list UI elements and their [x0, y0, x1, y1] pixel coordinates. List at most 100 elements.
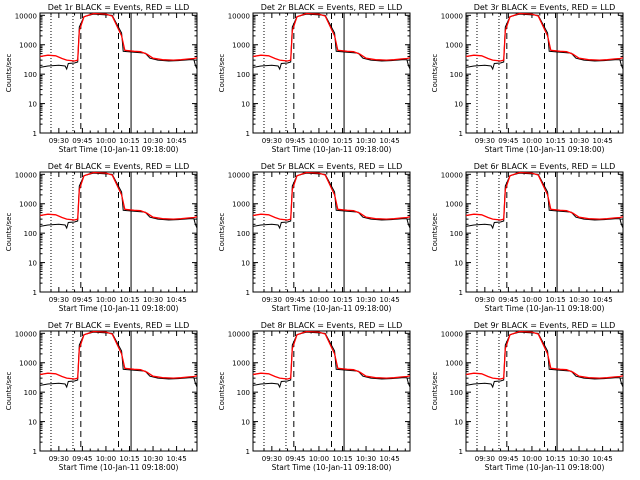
- panel-title: Det 6r BLACK = Events, RED = LLD: [474, 162, 616, 171]
- y-tick-label: 10: [454, 101, 463, 109]
- y-tick-label: 1000: [232, 42, 250, 50]
- y-tick-label: 100: [450, 389, 463, 397]
- y-tick-label: 10: [241, 101, 250, 109]
- y-tick-label: 1000: [19, 360, 37, 368]
- lld-series-line: [465, 12, 624, 62]
- panel-title: Det 8r BLACK = Events, RED = LLD: [261, 321, 403, 330]
- y-tick-label: 10: [28, 101, 37, 109]
- y-tick-label: 10000: [15, 171, 37, 179]
- x-tick-label: 09:30: [262, 296, 282, 304]
- y-tick-label: 100: [24, 230, 37, 238]
- x-axis-label: Start Time (10-Jan-11 09:18:00): [272, 145, 392, 154]
- x-tick-label: 09:30: [262, 137, 282, 145]
- x-axis-label: Start Time (10-Jan-11 09:18:00): [59, 304, 179, 313]
- y-tick-label: 10000: [228, 171, 250, 179]
- events-series-line: [465, 13, 624, 71]
- lld-series-line: [39, 171, 198, 221]
- x-tick-label: 09:30: [475, 455, 495, 463]
- y-axis-label: Counts/sec: [5, 213, 13, 252]
- det-panel-7: 1 10 100 1000 10000 09:30 09:45 10:00 10:15 10:30…: [5, 321, 198, 472]
- y-tick-label: 100: [450, 71, 463, 79]
- x-axis-label: Start Time (10-Jan-11 09:18:00): [272, 304, 392, 313]
- x-tick-label: 09:30: [475, 137, 495, 145]
- y-axis-label: Counts/sec: [431, 372, 439, 411]
- x-tick-label: 09:30: [262, 455, 282, 463]
- x-tick-label: 10:00: [309, 296, 329, 304]
- lld-series-line: [252, 171, 411, 221]
- y-tick-label: 100: [450, 230, 463, 238]
- y-tick-label: 1000: [445, 201, 463, 209]
- x-tick-label: 09:45: [498, 296, 518, 304]
- y-tick-label: 1: [246, 289, 250, 297]
- events-series-line: [252, 13, 411, 71]
- x-tick-label: 10:45: [592, 296, 612, 304]
- y-tick-label: 1000: [19, 42, 37, 50]
- x-tick-label: 10:30: [143, 137, 163, 145]
- y-tick-label: 10: [454, 260, 463, 268]
- x-tick-label: 10:30: [356, 137, 376, 145]
- x-tick-label: 10:00: [96, 137, 116, 145]
- events-series-line: [465, 331, 624, 389]
- y-tick-label: 1000: [19, 201, 37, 209]
- y-axis-label: Counts/sec: [431, 54, 439, 93]
- x-tick-label: 10:45: [166, 296, 186, 304]
- x-tick-label: 10:00: [96, 455, 116, 463]
- events-series-line: [252, 172, 411, 230]
- y-tick-label: 1: [459, 448, 463, 456]
- x-tick-label: 09:45: [72, 455, 92, 463]
- x-tick-label: 10:00: [522, 296, 542, 304]
- det-panel-4: 1 10 100 1000 10000 09:30 09:45 10:00 10:15 10:30…: [5, 162, 198, 313]
- y-tick-label: 1: [33, 289, 37, 297]
- x-tick-label: 10:30: [356, 296, 376, 304]
- events-series-line: [465, 172, 624, 230]
- panel-title: Det 1r BLACK = Events, RED = LLD: [48, 3, 190, 12]
- y-axis-label: Counts/sec: [431, 213, 439, 252]
- y-axis-label: Counts/sec: [5, 54, 13, 93]
- det-panel-2: 1 10 100 1000 10000 09:30 09:45 10:00 10:15 10:30…: [218, 3, 411, 154]
- x-tick-label: 09:45: [498, 455, 518, 463]
- det-panel-3: 1 10 100 1000 10000 09:30 09:45 10:00 10:15 10:30…: [431, 3, 624, 154]
- x-tick-label: 10:30: [356, 455, 376, 463]
- x-tick-label: 10:00: [96, 296, 116, 304]
- panel-title: Det 7r BLACK = Events, RED = LLD: [48, 321, 190, 330]
- y-tick-label: 100: [237, 230, 250, 238]
- x-tick-label: 10:30: [569, 455, 589, 463]
- y-tick-label: 10000: [441, 330, 463, 338]
- lld-series-line: [39, 330, 198, 380]
- x-tick-label: 10:45: [379, 137, 399, 145]
- x-tick-label: 09:45: [285, 137, 305, 145]
- events-series-line: [39, 13, 198, 71]
- x-tick-label: 09:45: [498, 137, 518, 145]
- x-tick-label: 10:45: [379, 455, 399, 463]
- panel-title: Det 5r BLACK = Events, RED = LLD: [261, 162, 403, 171]
- det-panel-1: 1 10 100 1000 10000 09:30 09:45 10:00 10:15 10:30…: [5, 3, 198, 154]
- y-tick-label: 10: [28, 419, 37, 427]
- x-tick-label: 09:45: [72, 296, 92, 304]
- events-series-line: [252, 331, 411, 389]
- x-tick-label: 10:30: [143, 455, 163, 463]
- x-axis-label: Start Time (10-Jan-11 09:18:00): [272, 463, 392, 472]
- y-tick-label: 1: [459, 130, 463, 138]
- y-axis-label: Counts/sec: [5, 372, 13, 411]
- x-tick-label: 10:15: [332, 455, 352, 463]
- y-axis-label: Counts/sec: [218, 372, 226, 411]
- y-tick-label: 10000: [228, 12, 250, 20]
- y-tick-label: 10000: [15, 330, 37, 338]
- y-tick-label: 10: [241, 260, 250, 268]
- x-tick-label: 10:45: [592, 137, 612, 145]
- det-panel-9: 1 10 100 1000 10000 09:30 09:45 10:00 10:15 10:30…: [431, 321, 624, 472]
- x-tick-label: 09:30: [49, 137, 69, 145]
- y-tick-label: 1: [459, 289, 463, 297]
- x-tick-label: 10:30: [569, 296, 589, 304]
- x-axis-label: Start Time (10-Jan-11 09:18:00): [485, 304, 605, 313]
- x-tick-label: 10:30: [143, 296, 163, 304]
- x-tick-label: 09:30: [49, 455, 69, 463]
- det-panel-6: 1 10 100 1000 10000 09:30 09:45 10:00 10:15 10:30…: [431, 162, 624, 313]
- y-axis-label: Counts/sec: [218, 213, 226, 252]
- y-tick-label: 100: [24, 71, 37, 79]
- lld-series-line: [252, 12, 411, 62]
- lld-series-line: [465, 330, 624, 380]
- x-axis-label: Start Time (10-Jan-11 09:18:00): [59, 463, 179, 472]
- y-tick-label: 1000: [232, 360, 250, 368]
- x-tick-label: 10:15: [119, 137, 139, 145]
